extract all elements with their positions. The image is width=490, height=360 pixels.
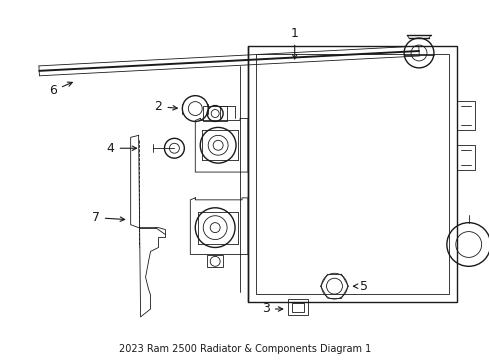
Text: 1: 1	[291, 27, 298, 59]
Bar	[457, 145, 475, 170]
Text: 3: 3	[262, 302, 283, 315]
Bar	[256, 54, 449, 294]
Bar	[203, 105, 227, 121]
Text: 6: 6	[49, 82, 73, 97]
Text: 7: 7	[92, 211, 124, 224]
Bar	[207, 255, 223, 267]
Bar	[288, 299, 308, 315]
Text: 2023 Ram 2500 Radiator & Components Diagram 1: 2023 Ram 2500 Radiator & Components Diag…	[119, 344, 371, 354]
Bar	[457, 100, 475, 130]
Bar	[292, 303, 304, 312]
Text: 2: 2	[154, 100, 177, 113]
Bar	[248, 46, 457, 302]
Text: 5: 5	[353, 280, 368, 293]
Text: 4: 4	[107, 142, 137, 155]
